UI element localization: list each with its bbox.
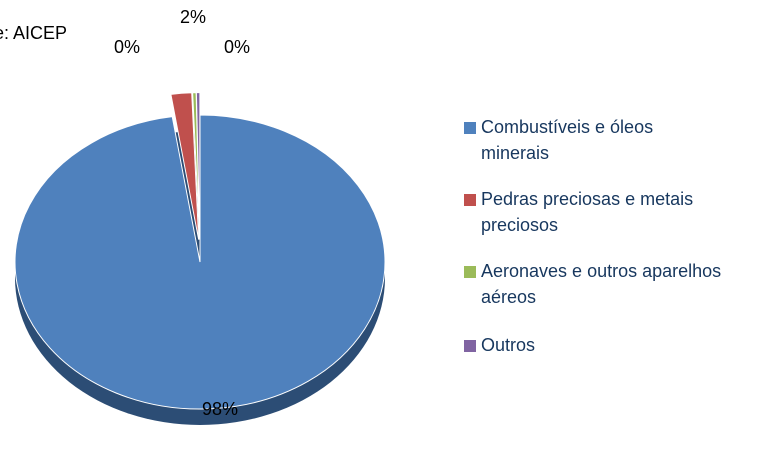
pie-slice <box>170 92 200 240</box>
data-label: 98% <box>202 399 238 419</box>
data-label: 0% <box>224 37 250 57</box>
legend-label: Outros <box>481 335 535 355</box>
legend-swatch <box>464 194 476 206</box>
pie-slice <box>195 92 201 240</box>
legend-swatch <box>464 122 476 134</box>
data-label: 2% <box>180 7 206 27</box>
data-label: 0% <box>114 37 140 57</box>
legend-swatch <box>464 266 476 278</box>
legend-label: Pedras preciosas e metais preciosos <box>481 189 693 235</box>
source: e: AICEP <box>0 23 67 43</box>
legend-label: Aeronaves e outros aparelhos aéreos <box>481 261 721 307</box>
legend-swatch <box>464 340 476 352</box>
pie-slice <box>14 114 386 410</box>
legend-label: Combustíveis e óleos minerais <box>481 117 653 163</box>
